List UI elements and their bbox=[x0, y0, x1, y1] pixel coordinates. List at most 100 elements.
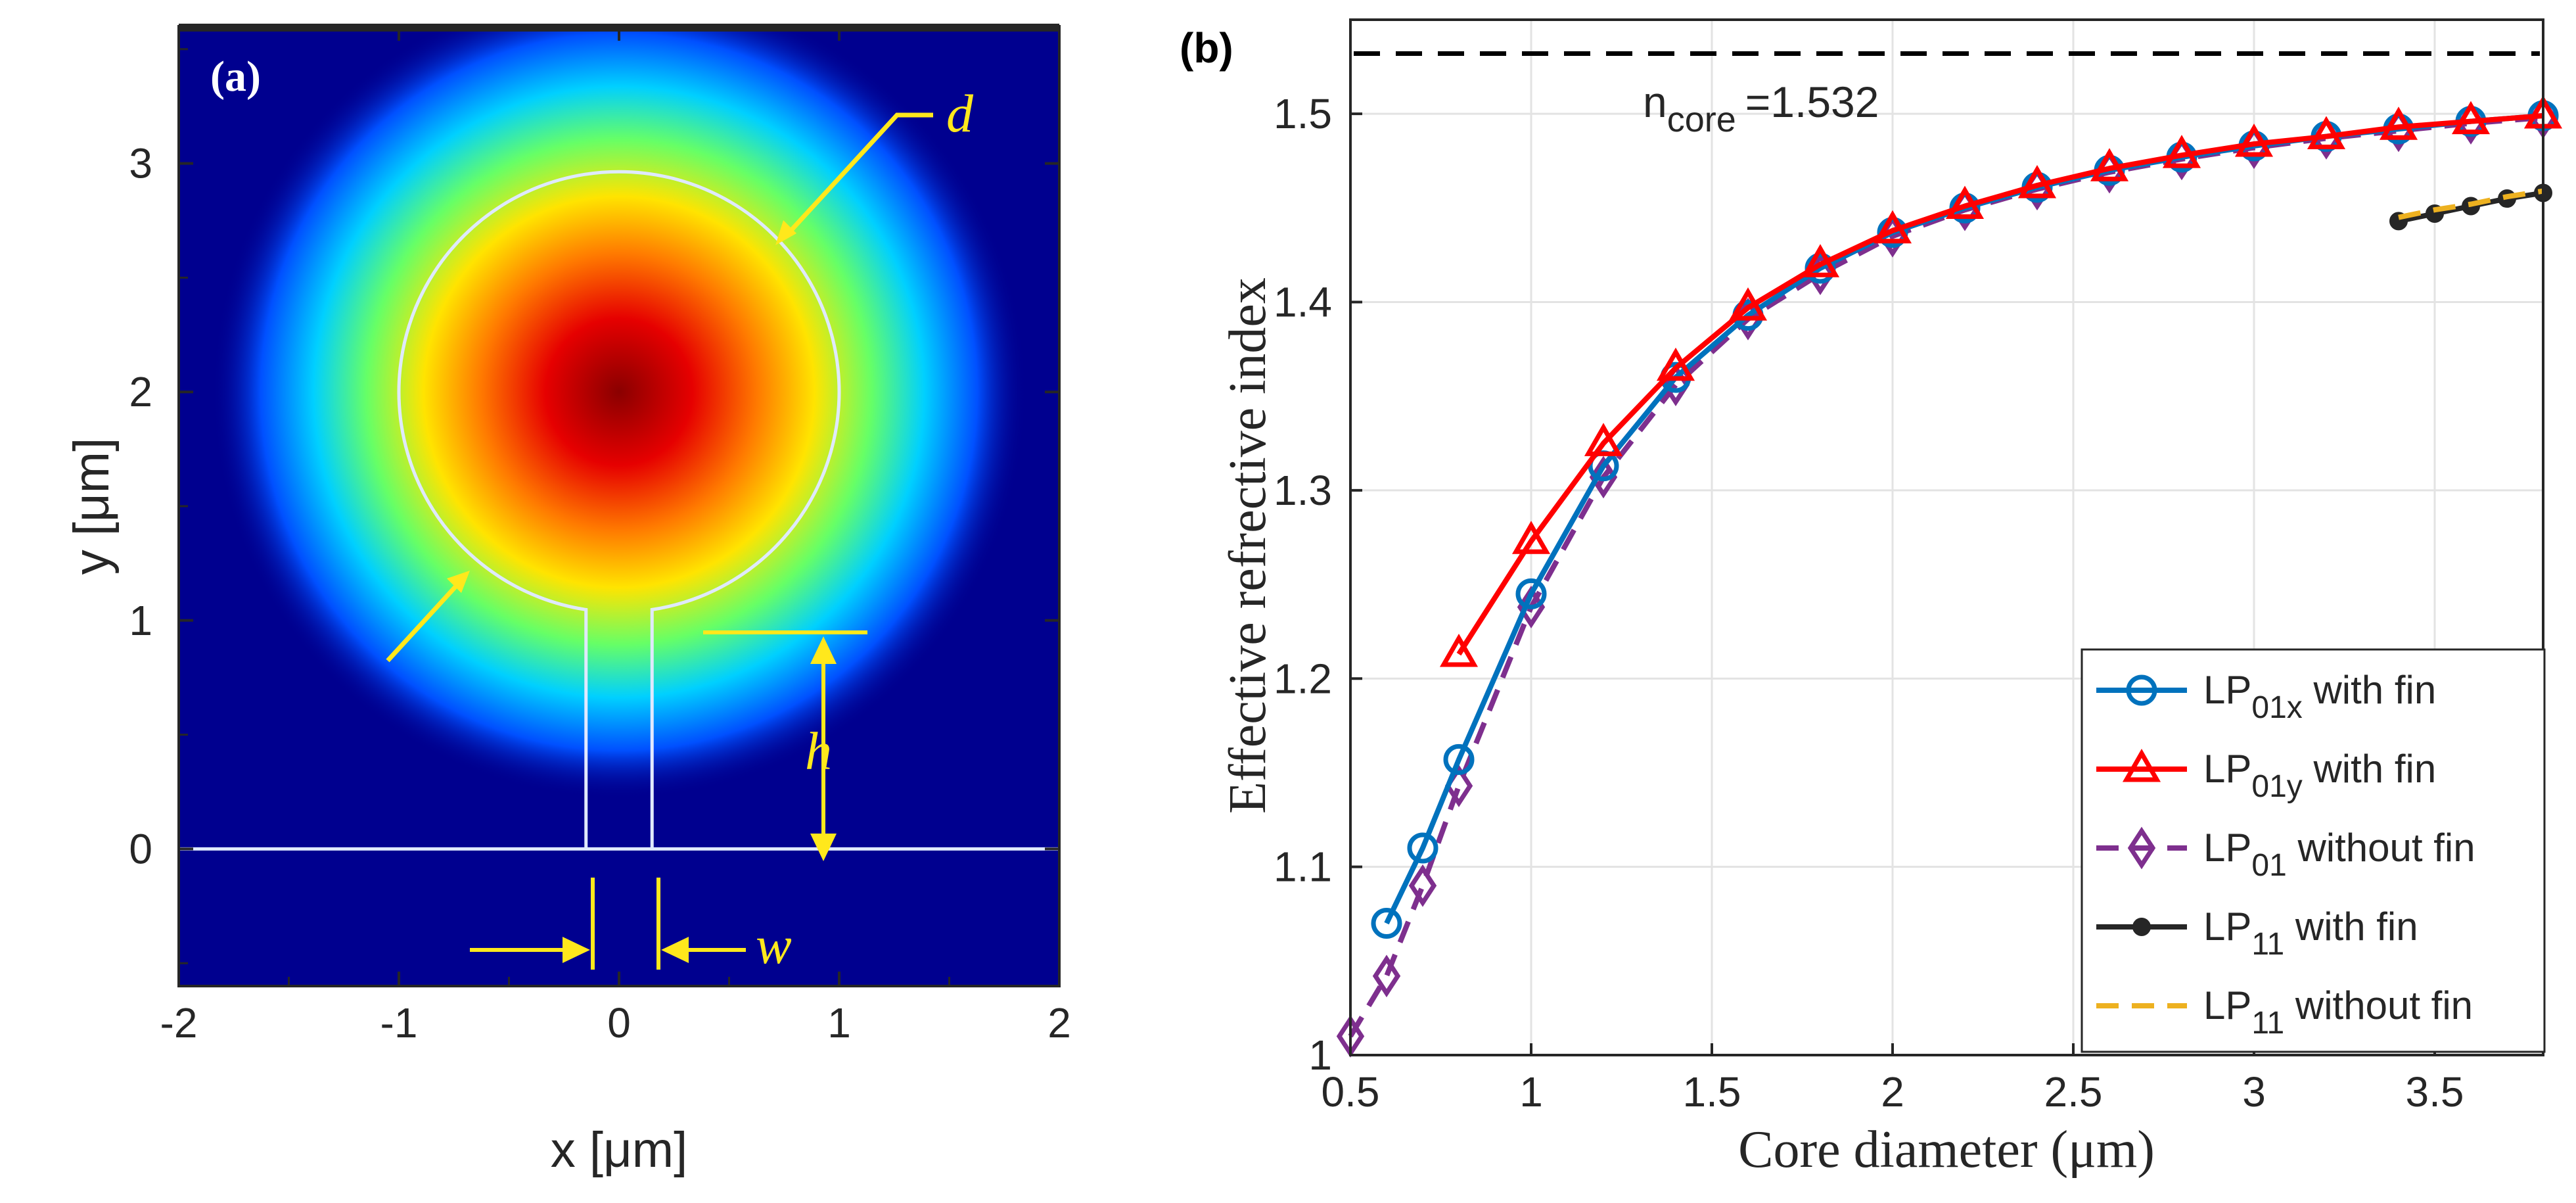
panel-a-x-axis-label: x [μm] bbox=[551, 1122, 687, 1178]
x-tick-label: 3 bbox=[2242, 1068, 2266, 1116]
legend-entry: LP01x with fin bbox=[2096, 668, 2436, 725]
d-leader-line bbox=[783, 112, 933, 239]
panel-a-y-axis-label: y [μm] bbox=[64, 438, 120, 575]
legend-entry: LP01 without fin bbox=[2096, 826, 2475, 883]
data-point-marker bbox=[1656, 347, 1695, 381]
data-point-marker bbox=[1372, 955, 1401, 998]
legend-label-main: LP bbox=[2203, 668, 2251, 712]
legend-label: LP01 without fin bbox=[2203, 826, 2475, 883]
y-tick-label: 1 bbox=[1308, 1031, 1332, 1079]
w-left-arrowhead bbox=[563, 937, 590, 963]
data-point-marker bbox=[2017, 164, 2057, 199]
w-label: w bbox=[756, 915, 792, 975]
y-tick-label: 1.1 bbox=[1274, 843, 1332, 891]
n-core-label: ncore =1.532 bbox=[1643, 78, 1879, 139]
legend-label: LP11 with fin bbox=[2203, 905, 2418, 962]
legend-label-subscript: 01y bbox=[2251, 769, 2302, 804]
data-point-marker bbox=[1511, 521, 1551, 554]
x-tick-label: 0 bbox=[607, 999, 631, 1047]
x-tick-label: 0.5 bbox=[1322, 1068, 1380, 1116]
y-tick-label: 2 bbox=[129, 368, 152, 415]
data-point-marker bbox=[1945, 185, 1985, 219]
panel-a: -2 -1 0 1 2 0 1 2 3 (a) x [μm] y [μm] d h w bbox=[64, 24, 1071, 1178]
legend-entry: LP11 with fin bbox=[2096, 905, 2418, 962]
data-point-marker bbox=[1515, 578, 1547, 609]
legend-marker-swatch bbox=[2132, 918, 2151, 936]
y-tick-label: 1.4 bbox=[1274, 279, 1332, 326]
data-point-marker bbox=[1408, 864, 1437, 907]
legend-label-main: LP bbox=[2203, 747, 2251, 791]
data-point-marker bbox=[2451, 101, 2491, 135]
plot-series bbox=[1336, 95, 2563, 1058]
legend-label: LP01y with fin bbox=[2203, 747, 2436, 804]
y-tick-label: 3 bbox=[129, 140, 152, 187]
legend-label-rest: with fin bbox=[2303, 747, 2436, 791]
inner-arrow-line bbox=[386, 580, 462, 663]
data-point-marker bbox=[1439, 634, 1479, 667]
data-point-marker bbox=[1443, 743, 1475, 775]
plot-ticks: 0.5 1 1.5 2 2.5 3 3.511.11.21.31.41.5 bbox=[1274, 90, 2464, 1116]
legend-label-main: LP bbox=[2203, 983, 2251, 1027]
x-tick-label: -2 bbox=[160, 999, 198, 1047]
x-tick-label: -1 bbox=[380, 999, 418, 1047]
legend-label: LP01x with fin bbox=[2203, 668, 2436, 725]
n-core-label-sub: core bbox=[1667, 100, 1736, 139]
h-arrow-up bbox=[810, 636, 837, 664]
panel-b-y-axis-label: Effective refrective index bbox=[1219, 277, 1277, 814]
data-point-marker bbox=[2379, 106, 2418, 140]
panel-a-ticks: -2 -1 0 1 2 0 1 2 3 bbox=[129, 26, 1071, 1047]
y-tick-label: 1.2 bbox=[1274, 655, 1332, 702]
x-tick-label: 2 bbox=[1881, 1068, 1904, 1116]
legend-label-rest: with fin bbox=[2303, 668, 2436, 712]
legend-label-subscript: 11 bbox=[2251, 1006, 2284, 1041]
data-point-marker bbox=[1407, 832, 1438, 864]
y-tick-label: 1.3 bbox=[1274, 467, 1332, 514]
series-line bbox=[1456, 113, 2544, 656]
x-tick-label: 3.5 bbox=[2406, 1068, 2464, 1116]
legend-label-subscript: 01x bbox=[2251, 690, 2302, 725]
core-and-fin-outline bbox=[397, 170, 841, 849]
h-arrow-down bbox=[810, 834, 837, 861]
y-tick-label: 1 bbox=[129, 597, 152, 644]
series-line bbox=[2398, 188, 2544, 220]
data-point-marker bbox=[1589, 456, 1618, 499]
series-lp11-without-fin bbox=[2398, 188, 2544, 220]
series-lp01y-with-fin bbox=[1439, 95, 2563, 667]
legend-label-subscript: 01 bbox=[2251, 848, 2286, 883]
x-tick-label: 1 bbox=[1519, 1068, 1543, 1116]
legend-marker-swatch bbox=[2127, 826, 2156, 870]
legend-label-main: LP bbox=[2203, 905, 2251, 949]
data-point-marker bbox=[2162, 135, 2201, 168]
data-point-marker bbox=[1801, 244, 1840, 277]
w-right-arrowhead bbox=[661, 937, 689, 963]
x-tick-label: 2.5 bbox=[2044, 1068, 2103, 1116]
legend-label-main: LP bbox=[2203, 826, 2251, 870]
plot-axes-box bbox=[1349, 18, 2544, 1056]
n-core-label-value: =1.532 bbox=[1745, 78, 1879, 126]
panel-b: 0.5 1 1.5 2 2.5 3 3.511.11.21.31.41.5 (b) ncor… bbox=[1180, 18, 2563, 1179]
y-tick-label: 0 bbox=[129, 825, 152, 872]
panel-b-x-axis-label: Core diameter (μm) bbox=[1738, 1121, 2155, 1179]
legend-label-rest: with fin bbox=[2284, 905, 2418, 949]
data-point-marker bbox=[2307, 116, 2346, 150]
inner-arrowhead bbox=[447, 571, 470, 593]
n-core-label-main: n bbox=[1643, 78, 1667, 126]
legend-label-rest: without fin bbox=[2287, 826, 2475, 870]
data-point-marker bbox=[1517, 586, 1546, 628]
legend-box bbox=[2081, 648, 2546, 1053]
data-point-marker bbox=[2090, 148, 2129, 181]
x-tick-label: 1 bbox=[827, 999, 851, 1047]
legend-label-rest: without fin bbox=[2284, 983, 2473, 1027]
h-label: h bbox=[805, 721, 832, 781]
dimension-annotations bbox=[386, 112, 933, 970]
legend-entry: LP11 without fin bbox=[2096, 983, 2473, 1041]
y-tick-label: 1.5 bbox=[1274, 90, 1332, 137]
panel-a-label: (a) bbox=[210, 53, 261, 101]
legend-marker-swatch bbox=[2122, 748, 2161, 782]
data-point-marker bbox=[1584, 423, 1623, 456]
panel-b-label: (b) bbox=[1180, 24, 1233, 72]
x-tick-label: 1.5 bbox=[1683, 1068, 1741, 1116]
mode-field-intensity bbox=[212, 26, 1026, 799]
